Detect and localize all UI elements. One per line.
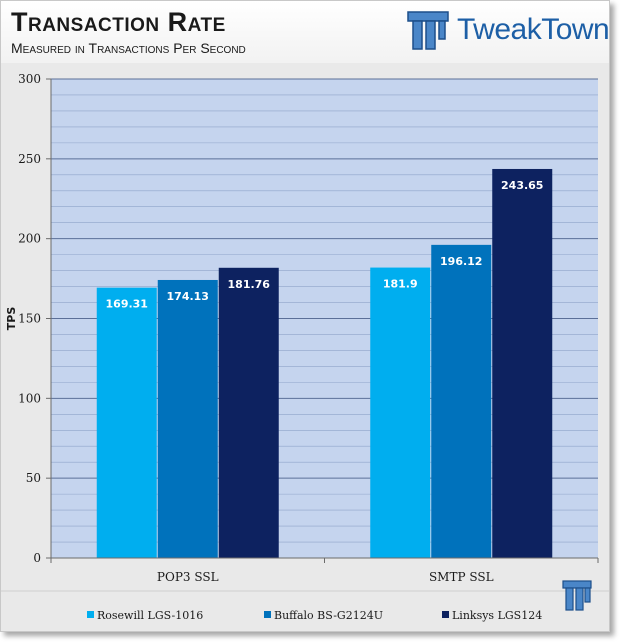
legend: Rosewill LGS-1016 Buffalo BS-G2124U Linksy… [1,590,609,622]
bar-value-label: 169.31 [106,298,148,311]
labels: 0 50 100 150 200 250 300 TPS 169.31 174.13 181.76 P… [5,72,543,584]
logo-text: TweakTown [457,13,610,46]
y-tick-label: 100 [18,391,41,405]
x-category-label: POP3 SSL [157,570,219,584]
legend-label: Rosewill LGS-1016 [97,609,203,622]
y-axis-label: TPS [5,307,18,331]
axes [46,78,599,563]
bar-value-label: 196.12 [440,255,482,268]
bar-value-label: 181.76 [228,278,271,291]
y-tick-label: 300 [18,72,41,86]
legend-swatch [264,611,271,618]
bar-value-label: 174.13 [167,290,209,303]
bar-chart: 0 50 100 150 200 250 300 TPS 169.31 174.13 181.76 P… [1,72,609,622]
chart-frame: Transaction Rate Measured in Transaction… [0,0,610,632]
legend-swatch [442,611,449,618]
chart-header: Transaction Rate Measured in Transaction… [1,1,610,63]
bar [370,267,431,558]
legend-label: Linksys LGS124 [452,609,542,622]
y-tick-label: 50 [26,471,41,485]
y-tick-label: 250 [18,152,41,166]
x-category-label: SMTP SSL [429,570,494,584]
bar-value-label: 243.65 [501,179,543,192]
y-tick-label: 200 [18,232,41,246]
legend-label: Buffalo BS-G2124U [274,609,383,622]
bar-value-label: 181.9 [383,278,418,291]
chart-title: Transaction Rate [11,7,226,37]
corner-logo-icon [562,580,592,611]
chart-subtitle: Measured in Transactions Per Second [11,40,246,56]
y-tick-label: 0 [33,551,41,565]
tweaktown-logo-icon [407,11,449,50]
bar [218,267,279,558]
bars [96,168,553,558]
bar [431,244,492,558]
bar [157,279,218,558]
bar [96,287,157,558]
tweaktown-logo: TweakTown [405,7,610,55]
y-tick-label: 150 [18,312,41,326]
bar [492,168,553,558]
legend-swatch [87,611,94,618]
